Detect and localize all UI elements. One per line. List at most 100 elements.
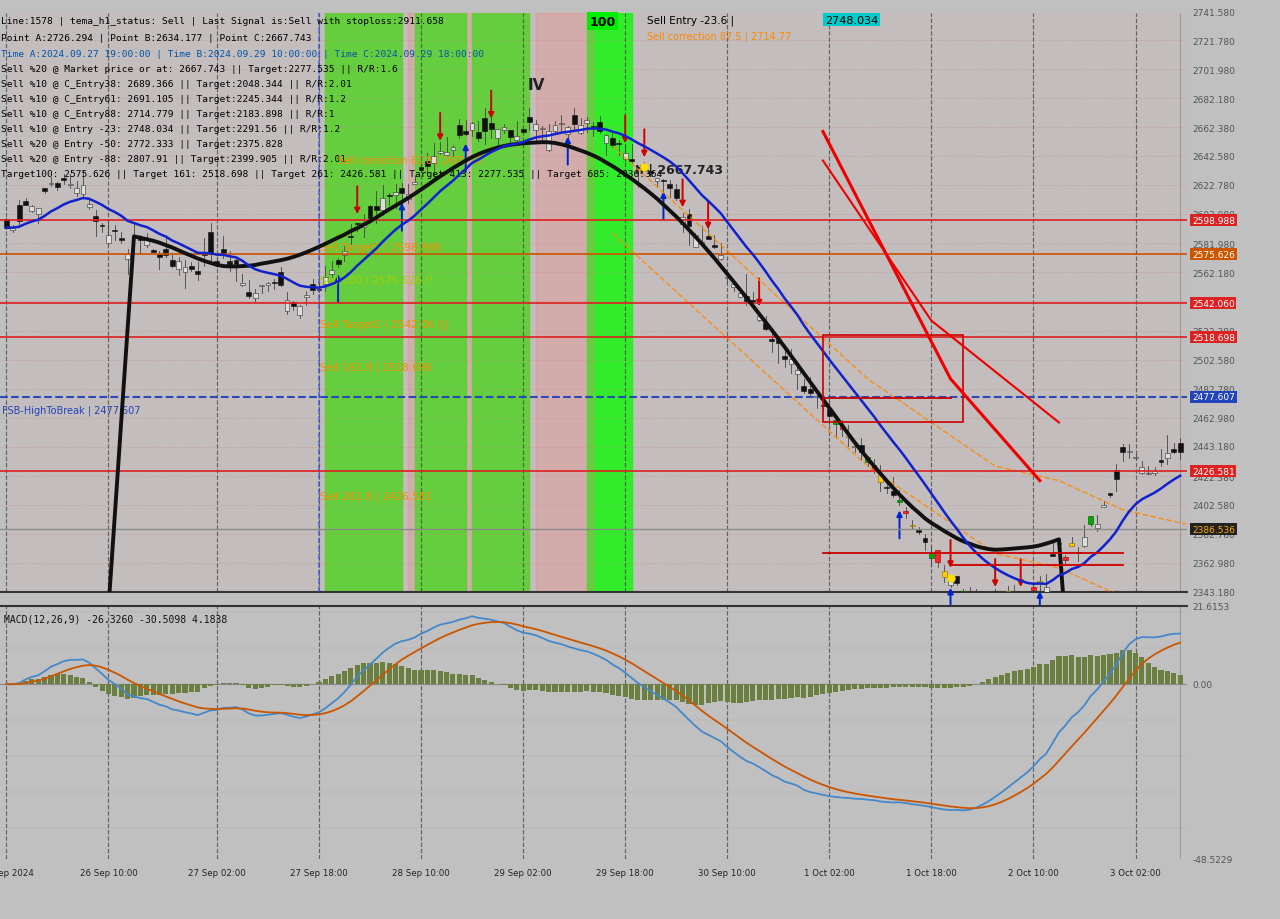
Bar: [1025, 597, 1029, 599]
Bar: [724, 685, 730, 703]
Bar: [61, 675, 67, 685]
Text: 2622.780: 2622.780: [1192, 182, 1235, 191]
Bar: [316, 289, 321, 291]
Bar: [189, 685, 195, 692]
Bar: [527, 685, 532, 690]
Text: 29 Sep 18:00: 29 Sep 18:00: [596, 868, 654, 878]
Bar: [252, 685, 257, 689]
Bar: [157, 685, 163, 695]
Bar: [641, 685, 646, 700]
Bar: [234, 261, 238, 265]
Bar: [316, 682, 321, 685]
Bar: [955, 685, 960, 687]
Bar: [603, 685, 608, 694]
Bar: [483, 680, 488, 685]
Bar: [673, 685, 678, 700]
Bar: [936, 550, 941, 562]
Bar: [476, 133, 481, 139]
Bar: [470, 675, 475, 685]
Bar: [929, 685, 934, 688]
Bar: [859, 446, 864, 452]
Bar: [1030, 588, 1036, 590]
Bar: [297, 685, 302, 687]
Bar: [916, 685, 922, 687]
Bar: [367, 207, 372, 219]
Bar: [335, 261, 340, 265]
Bar: [444, 153, 449, 155]
Bar: [374, 207, 379, 210]
Bar: [598, 123, 602, 131]
Bar: [540, 685, 545, 691]
Bar: [1006, 592, 1010, 597]
Bar: [177, 685, 182, 694]
Text: Sell %20 @ Entry -50: 2772.333 || Target:2375.828: Sell %20 @ Entry -50: 2772.333 || Target…: [1, 140, 283, 149]
Bar: [393, 664, 398, 685]
Text: Sell correction 87.5 | 2714.77: Sell correction 87.5 | 2714.77: [646, 31, 791, 41]
Bar: [1120, 447, 1125, 452]
Bar: [425, 671, 430, 685]
Bar: [1043, 664, 1048, 685]
Bar: [329, 676, 334, 685]
Bar: [521, 130, 526, 132]
Bar: [457, 126, 462, 136]
Bar: [948, 578, 952, 585]
Bar: [87, 205, 92, 208]
Bar: [553, 126, 557, 131]
Bar: [692, 236, 698, 247]
Text: Sell Target1 | 2598.988: Sell Target1 | 2598.988: [320, 243, 442, 253]
Bar: [189, 267, 193, 269]
Bar: [750, 685, 755, 701]
Bar: [878, 475, 883, 482]
Bar: [1088, 655, 1093, 685]
Bar: [814, 397, 819, 398]
Bar: [1056, 656, 1061, 685]
Bar: [1094, 524, 1100, 528]
Bar: [942, 685, 947, 688]
Text: Sell %10 @ Entry -23: 2748.034 || Target:2291.56 || R/R:1.2: Sell %10 @ Entry -23: 2748.034 || Target…: [1, 125, 340, 134]
Bar: [138, 685, 143, 697]
Text: Sell %10 @ C_Entry88: 2714.779 || Target:2183.898 || R/R:1: Sell %10 @ C_Entry88: 2714.779 || Target…: [1, 110, 334, 119]
Bar: [788, 359, 794, 365]
Bar: [923, 539, 928, 542]
Bar: [591, 127, 595, 128]
Text: 2443.180: 2443.180: [1192, 443, 1235, 452]
Bar: [795, 685, 800, 697]
Bar: [246, 685, 251, 688]
Bar: [904, 685, 909, 686]
Bar: [673, 190, 678, 199]
Bar: [974, 594, 978, 597]
Bar: [335, 675, 340, 685]
Bar: [291, 302, 296, 307]
Bar: [431, 157, 436, 164]
Bar: [1165, 454, 1170, 459]
Bar: [591, 685, 595, 692]
Bar: [660, 685, 666, 700]
Bar: [1101, 655, 1106, 685]
Bar: [380, 199, 385, 210]
Bar: [686, 685, 691, 704]
Text: 2502.580: 2502.580: [1192, 357, 1235, 366]
Bar: [617, 143, 621, 145]
Bar: [865, 685, 870, 688]
Bar: [125, 685, 131, 699]
Bar: [865, 458, 870, 462]
Bar: [431, 671, 436, 685]
Bar: [998, 675, 1004, 685]
Text: 2662.380: 2662.380: [1192, 124, 1235, 133]
Bar: [233, 683, 238, 685]
Bar: [502, 128, 507, 130]
Bar: [1018, 670, 1023, 685]
Bar: [948, 685, 954, 688]
Bar: [923, 685, 928, 687]
Bar: [209, 233, 212, 255]
Bar: [100, 685, 105, 691]
Bar: [744, 297, 749, 301]
Text: 2562.180: 2562.180: [1192, 270, 1235, 279]
Bar: [17, 206, 22, 221]
Bar: [348, 236, 353, 238]
Bar: [968, 685, 973, 686]
Text: Sell %10 @ C_Entry38: 2689.366 || Target:2048.344 || R/R:2.01: Sell %10 @ C_Entry38: 2689.366 || Target…: [1, 80, 352, 89]
Text: 2642.580: 2642.580: [1192, 153, 1235, 162]
Bar: [10, 229, 15, 231]
Bar: [987, 597, 991, 603]
